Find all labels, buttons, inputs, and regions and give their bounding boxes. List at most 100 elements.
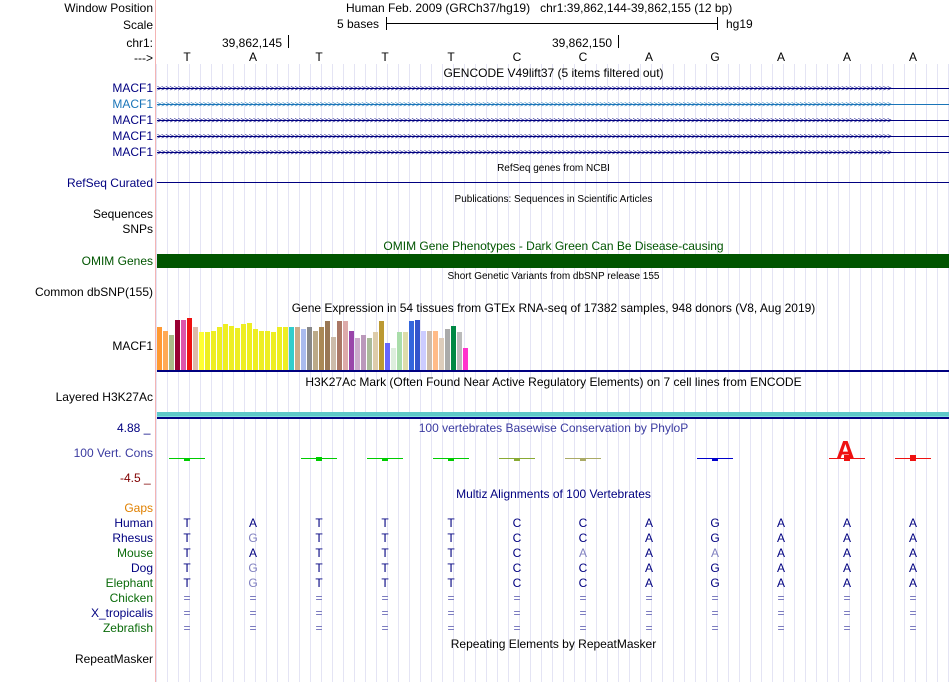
reference-base[interactable]: T [315, 50, 323, 64]
reference-base[interactable]: A [248, 50, 257, 64]
gtex-tissue-bar[interactable] [355, 338, 360, 370]
gtex-tissue-bar[interactable] [229, 326, 234, 370]
gtex-tissue-bar[interactable] [307, 327, 312, 370]
gtex-tissue-bar[interactable] [199, 332, 204, 370]
refseq-track-title[interactable]: RefSeq genes from NCBI [497, 163, 610, 174]
species-label[interactable]: Elephant [105, 576, 153, 590]
gtex-tissue-bar[interactable] [187, 318, 192, 370]
gencode-transcript-label[interactable]: MACF1 [112, 113, 153, 127]
gtex-tissue-bar[interactable] [433, 331, 438, 370]
gtex-tissue-bar[interactable] [277, 327, 282, 370]
phylop-score-mark[interactable] [382, 459, 388, 461]
reference-base[interactable]: T [381, 50, 389, 64]
reference-base[interactable]: A [842, 50, 851, 64]
species-label[interactable]: Dog [130, 561, 153, 575]
reference-base[interactable]: A [644, 50, 653, 64]
multiz-track-title[interactable]: Multiz Alignments of 100 Vertebrates [456, 487, 651, 501]
phylop-score-mark[interactable] [514, 459, 520, 461]
gtex-tissue-bar[interactable] [397, 332, 402, 370]
phylop-score-mark[interactable] [910, 455, 916, 461]
h3k27ac-track-label[interactable]: Layered H3K27Ac [55, 390, 153, 404]
phylop-score-mark[interactable] [844, 455, 850, 461]
species-label[interactable]: Mouse [116, 546, 153, 560]
species-label[interactable]: Human [114, 516, 153, 530]
reference-base[interactable]: G [710, 50, 720, 64]
phylop-track-title[interactable]: 100 vertebrates Basewise Conservation by… [418, 421, 689, 435]
gtex-tissue-bar[interactable] [193, 327, 198, 370]
species-label[interactable]: Chicken [109, 591, 153, 605]
gtex-tissue-bar[interactable] [313, 331, 318, 370]
reference-base[interactable]: C [512, 50, 522, 64]
gtex-expression-chart[interactable] [157, 316, 557, 370]
gtex-tissue-bar[interactable] [361, 335, 366, 370]
species-label[interactable]: Rhesus [112, 531, 153, 545]
omim-feature-bar[interactable] [157, 254, 949, 268]
gtex-tissue-bar[interactable] [205, 332, 210, 370]
window-position-value[interactable]: Human Feb. 2009 (GRCh37/hg19) chr1:39,86… [346, 1, 733, 15]
omim-track-title[interactable]: OMIM Gene Phenotypes - Dark Green Can Be… [383, 239, 724, 253]
h3k27ac-track-title[interactable]: H3K27Ac Mark (Often Found Near Active Re… [305, 375, 802, 389]
gtex-tissue-bar[interactable] [409, 321, 414, 370]
phylop-conservation-plot[interactable]: A [157, 436, 950, 476]
gtex-tissue-bar[interactable] [367, 338, 372, 370]
gtex-tissue-bar[interactable] [169, 335, 174, 370]
phylop-score-mark[interactable] [712, 459, 718, 461]
gtex-tissue-bar[interactable] [271, 332, 276, 370]
gtex-tissue-bar[interactable] [379, 321, 384, 370]
gtex-tissue-bar[interactable] [319, 327, 324, 370]
gtex-tissue-bar[interactable] [223, 324, 228, 370]
gencode-transcript-label[interactable]: MACF1 [112, 145, 153, 159]
phylop-score-mark[interactable] [580, 459, 586, 461]
reference-base[interactable]: T [183, 50, 191, 64]
gtex-tissue-bar[interactable] [181, 320, 186, 370]
gtex-tissue-bar[interactable] [439, 338, 444, 370]
gtex-track-title[interactable]: Gene Expression in 54 tissues from GTEx … [291, 301, 816, 315]
gtex-tissue-bar[interactable] [427, 331, 432, 370]
reference-base[interactable]: C [578, 50, 588, 64]
phylop-score-mark[interactable] [448, 459, 454, 461]
phylop-track-label[interactable]: 100 Vert. Cons [73, 446, 153, 460]
publications-track-title[interactable]: Publications: Sequences in Scientific Ar… [454, 194, 653, 205]
gtex-tissue-bar[interactable] [301, 329, 306, 370]
gtex-tissue-bar[interactable] [157, 327, 162, 370]
species-label[interactable]: Zebrafish [102, 621, 153, 635]
gtex-tissue-bar[interactable] [337, 321, 342, 370]
gtex-tissue-bar[interactable] [391, 348, 396, 370]
reference-base[interactable]: A [776, 50, 785, 64]
repeatmasker-track-title[interactable]: Repeating Elements by RepeatMasker [450, 637, 657, 651]
refseq-track-label[interactable]: RefSeq Curated [66, 176, 153, 190]
phylop-score-mark[interactable] [316, 457, 322, 461]
gtex-tissue-bar[interactable] [235, 328, 240, 370]
gtex-tissue-bar[interactable] [385, 343, 390, 370]
reference-base[interactable]: A [908, 50, 917, 64]
gtex-tissue-bar[interactable] [349, 331, 354, 370]
gtex-tissue-bar[interactable] [373, 332, 378, 370]
sequences-track-label[interactable]: Sequences [92, 207, 153, 221]
gtex-tissue-bar[interactable] [445, 329, 450, 370]
gtex-tissue-bar[interactable] [253, 329, 258, 370]
gtex-tissue-bar[interactable] [403, 332, 408, 370]
gtex-tissue-bar[interactable] [217, 327, 222, 370]
gtex-tissue-bar[interactable] [247, 323, 252, 370]
gtex-tissue-bar[interactable] [265, 331, 270, 370]
gencode-track-title[interactable]: GENCODE V49lift37 (5 items filtered out) [443, 66, 664, 80]
repeatmasker-track-label[interactable]: RepeatMasker [74, 652, 153, 666]
gtex-tissue-bar[interactable] [343, 321, 348, 370]
h3k27ac-signal[interactable] [157, 412, 949, 416]
gtex-tissue-bar[interactable] [421, 331, 426, 370]
gtex-tissue-bar[interactable] [241, 324, 246, 370]
gtex-tissue-bar[interactable] [211, 331, 216, 370]
refseq-gene-line[interactable] [157, 182, 949, 183]
dbsnp-track-title[interactable]: Short Genetic Variants from dbSNP releas… [447, 271, 660, 282]
gtex-tissue-bar[interactable] [163, 331, 168, 370]
gtex-tissue-bar[interactable] [283, 327, 288, 370]
gencode-transcript-label[interactable]: MACF1 [112, 129, 153, 143]
gtex-tissue-bar[interactable] [415, 320, 420, 370]
gtex-tissue-bar[interactable] [451, 326, 456, 370]
gtex-tissue-bar[interactable] [463, 348, 468, 370]
gtex-tissue-bar[interactable] [259, 331, 264, 370]
phylop-score-mark[interactable] [184, 459, 190, 461]
gtex-track-label[interactable]: MACF1 [112, 339, 153, 353]
species-label[interactable]: X_tropicalis [90, 606, 153, 620]
gtex-tissue-bar[interactable] [457, 332, 462, 370]
